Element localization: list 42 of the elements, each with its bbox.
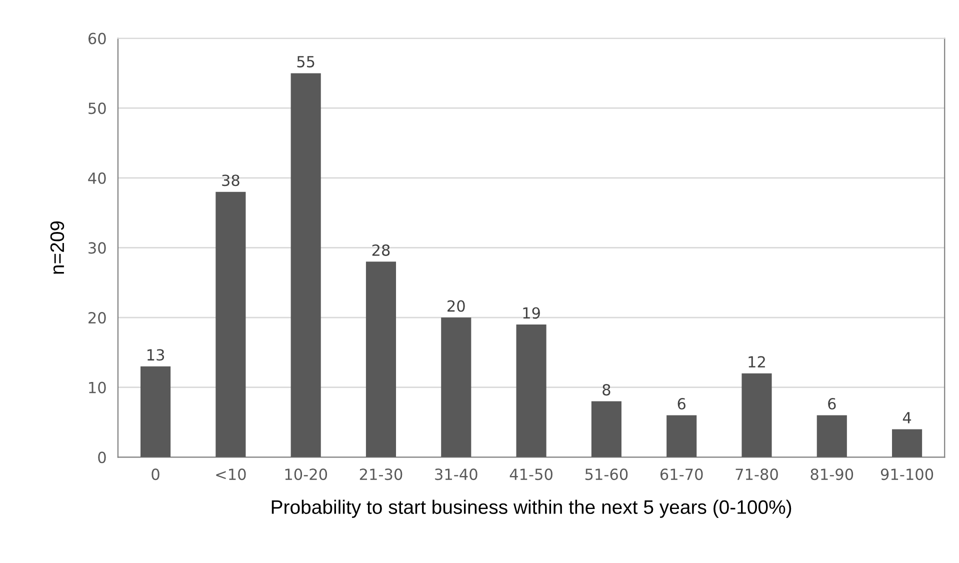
bar — [892, 429, 922, 458]
x-tick-label: 41-50 — [510, 468, 552, 480]
bar — [290, 73, 321, 458]
bar — [366, 262, 396, 458]
data-label: 8 — [602, 384, 610, 396]
bar — [140, 366, 171, 458]
bar — [816, 415, 847, 458]
data-label: 6 — [678, 398, 686, 410]
data-label: 20 — [448, 300, 465, 312]
y-tick-label: 50 — [88, 102, 106, 114]
data-label: 12 — [748, 356, 765, 368]
y-tick-label: 10 — [89, 382, 106, 394]
x-tick-label: 91-100 — [880, 468, 934, 480]
data-label: 13 — [147, 349, 164, 361]
bar — [216, 192, 246, 458]
data-label: 55 — [297, 56, 314, 68]
bar — [666, 415, 697, 458]
y-tick-label: 40 — [88, 172, 106, 184]
bar — [516, 324, 546, 458]
y-tick-label: 0 — [98, 452, 106, 464]
x-tick-label: 61-70 — [660, 468, 703, 480]
data-label: 4 — [902, 412, 912, 424]
x-axis-title: Probability to start business within the next 5 years (0-100%) — [272, 500, 792, 518]
x-tick-label: <10 — [216, 468, 246, 480]
x-tick-label: 21-30 — [360, 468, 402, 480]
data-label: 28 — [372, 244, 390, 256]
x-tick-label: 0 — [152, 468, 160, 480]
bar — [742, 373, 772, 458]
y-tick-label: 30 — [88, 242, 106, 254]
y-tick-label: 60 — [88, 32, 106, 44]
y-tick-label: 20 — [88, 312, 106, 324]
x-tick-label: 31-40 — [435, 468, 478, 480]
x-tick-label: 71-80 — [736, 468, 778, 480]
bar — [441, 318, 472, 458]
y-axis-title: n=209 — [50, 221, 64, 274]
x-tick-label: 81-90 — [810, 468, 854, 480]
x-tick-label: 51-60 — [585, 468, 628, 480]
x-tick-label: 10-20 — [285, 468, 328, 480]
bar — [591, 401, 622, 458]
data-label: 19 — [523, 307, 540, 319]
data-label: 38 — [222, 174, 240, 186]
data-label: 6 — [828, 398, 836, 410]
